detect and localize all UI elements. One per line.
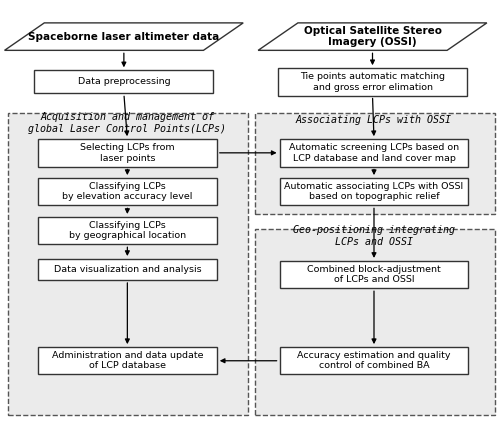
Text: Geo-positioning integrating
LCPs and OSSI: Geo-positioning integrating LCPs and OSS…: [293, 225, 455, 247]
Text: Optical Satellite Stereo
Imagery (OSSI): Optical Satellite Stereo Imagery (OSSI): [304, 26, 442, 47]
Bar: [38, 178, 217, 206]
Polygon shape: [258, 23, 487, 50]
Text: Acquisition and management of
global Laser Control Points(LCPs): Acquisition and management of global Las…: [28, 112, 226, 134]
Bar: [280, 347, 468, 374]
Text: Combined block-adjustment
of LCPs and OSSI: Combined block-adjustment of LCPs and OS…: [307, 265, 441, 284]
Bar: [38, 139, 217, 167]
Text: Associating LCPs with OSSI: Associating LCPs with OSSI: [296, 115, 452, 125]
Text: Automatic screening LCPs based on
LCP database and land cover map: Automatic screening LCPs based on LCP da…: [289, 143, 459, 162]
Text: Tie points automatic matching
and gross error elimation: Tie points automatic matching and gross …: [300, 72, 445, 92]
Text: Classifying LCPs
by geographical location: Classifying LCPs by geographical locatio…: [69, 221, 186, 240]
Bar: [280, 261, 468, 288]
Text: Administration and data update
of LCP database: Administration and data update of LCP da…: [52, 351, 203, 371]
Text: Data visualization and analysis: Data visualization and analysis: [54, 265, 201, 274]
Bar: [38, 217, 217, 244]
Bar: [254, 229, 496, 415]
Text: Selecting LCPs from
laser points: Selecting LCPs from laser points: [80, 143, 174, 162]
Bar: [34, 70, 214, 93]
Text: Data preprocessing: Data preprocessing: [78, 77, 170, 86]
Bar: [280, 139, 468, 167]
Text: Spaceborne laser altimeter data: Spaceborne laser altimeter data: [28, 32, 220, 42]
Text: Automatic associating LCPs with OSSI
based on topographic relief: Automatic associating LCPs with OSSI bas…: [284, 182, 464, 201]
Bar: [254, 113, 496, 214]
Text: Classifying LCPs
by elevation accuracy level: Classifying LCPs by elevation accuracy l…: [62, 182, 192, 201]
Bar: [280, 178, 468, 206]
Bar: [8, 113, 248, 415]
Bar: [38, 347, 217, 374]
Bar: [38, 259, 217, 280]
Polygon shape: [4, 23, 243, 50]
Text: Accuracy estimation and quality
control of combined BA: Accuracy estimation and quality control …: [297, 351, 450, 371]
Bar: [278, 68, 467, 95]
